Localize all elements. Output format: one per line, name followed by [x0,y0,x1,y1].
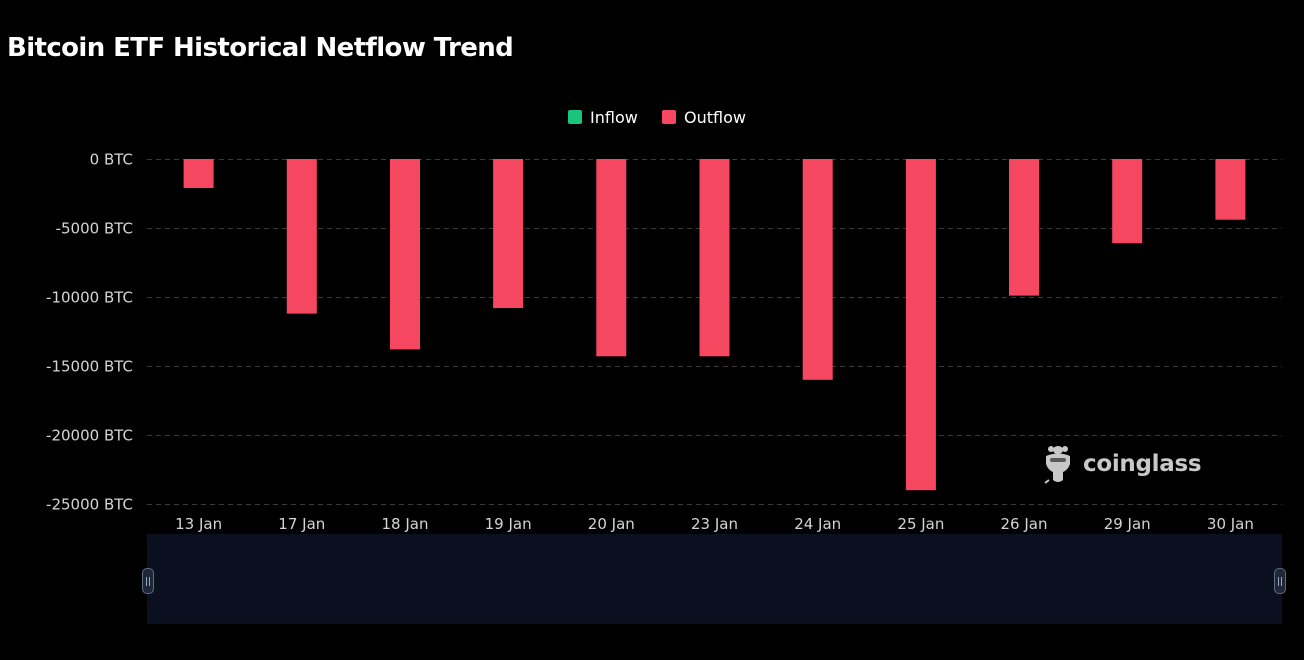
y-tick-label: -10000 BTC [46,289,133,307]
y-axis: 0 BTC -5000 BTC -10000 BTC -15000 BTC -20000… [46,151,133,514]
bar-outflow[interactable] [1215,159,1246,220]
bar-outflow[interactable] [699,159,730,357]
x-tick-label: 19 Jan [485,515,532,533]
x-tick-label: 20 Jan [588,515,635,533]
x-tick-label: 18 Jan [382,515,429,533]
legend-item-outflow[interactable]: Outflow [662,106,746,128]
legend-label-inflow: Inflow [590,107,638,127]
y-tick-label: -15000 BTC [46,358,133,376]
bar-outflow[interactable] [286,159,317,314]
bar-outflow[interactable] [1112,159,1143,244]
x-tick-label: 23 Jan [691,515,738,533]
y-tick-label: -25000 BTC [46,496,133,514]
y-tick-label: -20000 BTC [46,427,133,445]
bar-outflow[interactable] [183,159,214,188]
x-axis: 13 Jan 17 Jan 18 Jan 19 Jan 20 Jan 23 Jan 24 J… [175,515,1254,533]
data-zoom-slider[interactable] [147,534,1282,624]
watermark-text: coinglass [1083,451,1202,477]
y-tick-label: 0 BTC [90,151,133,169]
y-tick-label: -5000 BTC [56,220,133,238]
x-tick-label: 30 Jan [1207,515,1254,533]
bar-outflow[interactable] [1009,159,1039,296]
x-tick-label: 25 Jan [897,515,944,533]
bar-outflow[interactable] [390,159,420,350]
bar-outflow[interactable] [802,159,833,380]
legend-label-outflow: Outflow [684,107,746,127]
bar-outflow[interactable] [596,159,627,357]
legend-item-inflow[interactable]: Inflow [568,106,638,128]
bars [183,159,1246,491]
legend-swatch-inflow [568,110,582,124]
coinglass-logo-icon [1044,446,1070,484]
bar-outflow[interactable] [493,159,524,308]
watermark: coinglass [1041,444,1202,484]
x-tick-label: 17 Jan [278,515,325,533]
x-tick-label: 26 Jan [1001,515,1048,533]
chart-title: Bitcoin ETF Historical Netflow Trend [7,33,514,63]
x-tick-label: 13 Jan [175,515,222,533]
legend-swatch-outflow [662,110,676,124]
zoom-handle-left[interactable] [142,568,154,594]
x-tick-label: 24 Jan [794,515,841,533]
bar-outflow[interactable] [905,159,936,491]
zoom-handle-right[interactable] [1274,568,1286,594]
x-tick-label: 29 Jan [1104,515,1151,533]
chart-legend: Inflow Outflow [0,106,1304,128]
